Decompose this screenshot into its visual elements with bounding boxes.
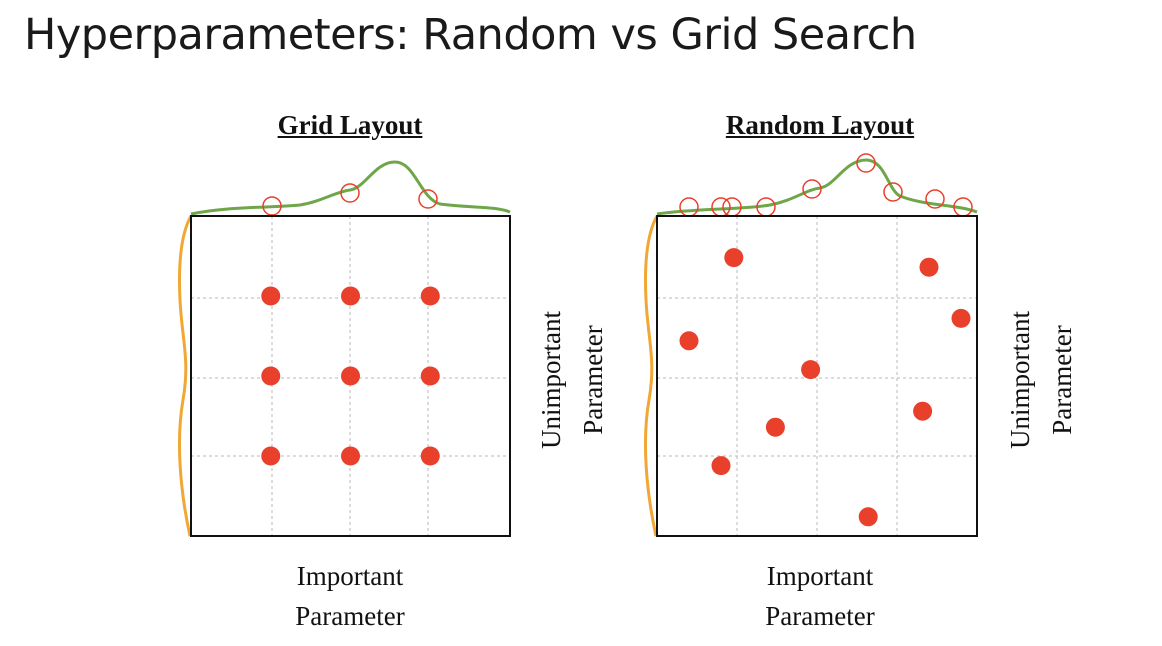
grid-frame: [190, 215, 511, 537]
random-projection-5: [802, 179, 822, 199]
grid-y-axis-label: Unimportant Parameter: [536, 311, 608, 449]
grid-sample-point-6: [420, 366, 440, 386]
grid-gridlines: [191, 216, 510, 536]
grid-sample-point-3: [420, 286, 440, 306]
grid-projections: [262, 183, 438, 216]
random-sample-point-2: [919, 257, 939, 277]
random-y-axis-label: Unimportant Parameter: [1005, 311, 1077, 449]
grid-layout-title: Grid Layout: [277, 110, 423, 140]
grid-projection-3: [418, 189, 438, 209]
random-points: [679, 248, 971, 527]
random-sample-point-4: [679, 331, 699, 351]
random-projection-1: [679, 197, 699, 217]
random-important-curve: [656, 158, 978, 216]
random-sample-point-8: [711, 456, 731, 476]
grid-panel: [177, 160, 511, 537]
grid-points: [261, 286, 440, 466]
random-sample-point-1: [724, 248, 744, 268]
random-sample-point-6: [913, 401, 933, 421]
random-projection-2: [711, 197, 731, 217]
grid-projection-2: [340, 183, 360, 203]
random-sample-point-5: [801, 360, 821, 380]
random-gridlines: [657, 216, 977, 536]
random-x-axis-label: Important Parameter: [765, 561, 875, 631]
random-projection-7: [883, 182, 903, 202]
grid-unimportant-curve: [177, 215, 193, 537]
random-unimportant-curve: [643, 215, 659, 537]
grid-sample-point-5: [341, 366, 360, 386]
grid-important-curve: [190, 160, 511, 216]
slide-title: Hyperparameters: Random vs Grid Search: [24, 10, 917, 60]
random-projection-6: [856, 153, 876, 173]
grid-sample-point-9: [420, 446, 440, 466]
random-projection-8: [925, 189, 945, 209]
random-sample-point-9: [858, 507, 878, 527]
random-sample-point-7: [765, 417, 785, 437]
random-sample-point-3: [951, 308, 971, 328]
random-layout-title: Random Layout: [725, 110, 915, 140]
grid-sample-point-8: [341, 446, 360, 466]
random-frame: [656, 215, 978, 537]
grid-x-axis-label: Important Parameter: [295, 561, 405, 631]
grid-sample-point-1: [261, 286, 281, 306]
grid-sample-point-7: [261, 446, 281, 466]
random-panel: [643, 153, 978, 537]
grid-sample-point-4: [261, 366, 281, 386]
grid-sample-point-2: [341, 286, 360, 306]
